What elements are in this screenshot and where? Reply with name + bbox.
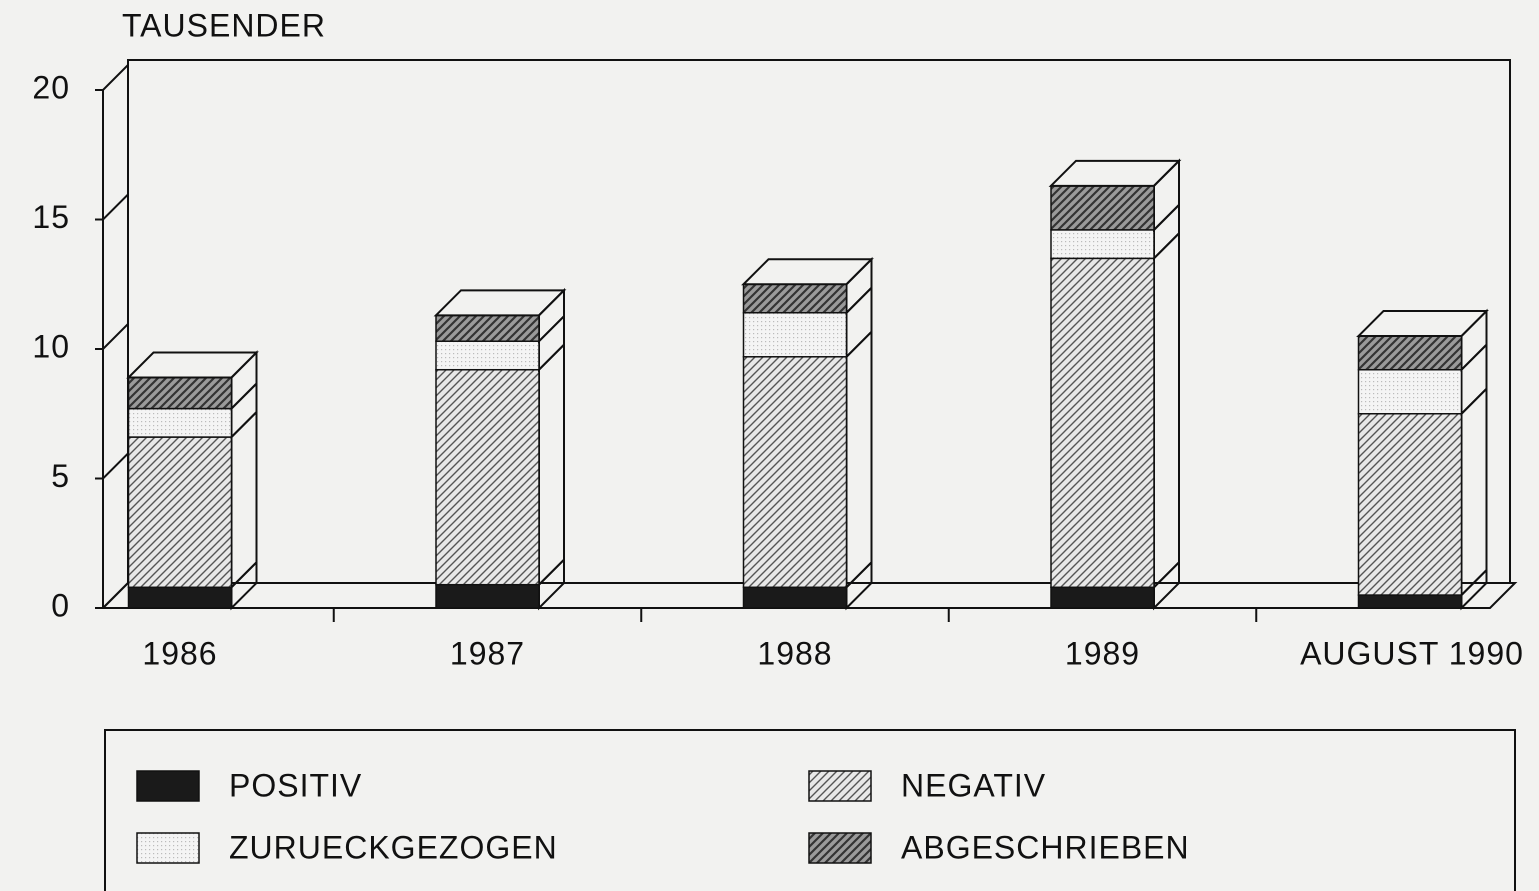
- bar-segment: [1050, 185, 1155, 231]
- y-tick-label: 10: [32, 328, 70, 364]
- y-tick: [95, 582, 129, 609]
- bar-side: [1153, 230, 1180, 590]
- bar-side: [845, 329, 873, 590]
- legend-label: POSITIV: [229, 767, 362, 803]
- x-tick-label: 1987: [450, 635, 525, 671]
- x-tick-label: 1986: [142, 635, 217, 671]
- y-axis-title: TAUSENDER: [122, 7, 326, 43]
- y-tick: [95, 64, 129, 91]
- bar-side: [230, 409, 258, 590]
- bar-side: [845, 285, 873, 360]
- bar-top: [1356, 310, 1489, 338]
- y-tick: [95, 323, 129, 350]
- bar-side: [1153, 559, 1180, 611]
- bar-segment: [1357, 335, 1463, 371]
- bar-segment: [1357, 413, 1463, 596]
- bar-side: [538, 287, 565, 344]
- bar-side: [230, 350, 258, 411]
- bar-side: [538, 342, 565, 588]
- legend-box: [104, 729, 1516, 891]
- bar-side: [538, 313, 565, 373]
- bar-segment: [127, 407, 233, 438]
- bar-segment: [127, 376, 233, 410]
- bar-side: [230, 381, 258, 440]
- back-wall: [127, 59, 1511, 583]
- legend-label: NEGATIV: [901, 767, 1046, 803]
- bar-segment: [1357, 594, 1463, 609]
- bar-segment: [742, 356, 848, 589]
- bar-side: [1153, 158, 1180, 233]
- bar-side: [845, 559, 873, 611]
- bar-segment: [742, 586, 848, 609]
- bar-side: [1460, 308, 1488, 373]
- x-tick-label: 1988: [757, 635, 832, 671]
- bar-side: [1460, 567, 1488, 611]
- bar-top: [433, 289, 567, 317]
- bar-top: [1048, 159, 1182, 187]
- bar-side: [1153, 202, 1180, 261]
- legend-swatch: [808, 832, 872, 864]
- y-tick: [95, 452, 129, 480]
- bar-side: [1460, 386, 1488, 598]
- legend-swatch: [808, 770, 872, 802]
- bar-segment: [435, 340, 540, 371]
- bar-side: [845, 256, 873, 316]
- legend-label: ABGESCHRIEBEN: [901, 829, 1190, 865]
- bar-segment: [127, 586, 233, 609]
- bar-segment: [742, 311, 848, 358]
- y-tick-label: 20: [32, 69, 70, 105]
- y-tick-label: 15: [32, 199, 70, 235]
- bar-top: [126, 351, 259, 379]
- bar-segment: [435, 583, 540, 609]
- legend-label: ZURUECKGEZOGEN: [229, 829, 558, 865]
- bar-segment: [1357, 368, 1463, 415]
- legend-swatch: [136, 770, 200, 802]
- x-tick-label: 1989: [1065, 635, 1140, 671]
- bar-side: [230, 559, 258, 611]
- bar-segment: [435, 314, 540, 342]
- bar-segment: [742, 283, 848, 314]
- legend-swatch: [136, 832, 200, 864]
- bar-segment: [127, 436, 233, 589]
- bar-segment: [1050, 229, 1155, 260]
- bar-segment: [435, 368, 540, 586]
- y-tick-label: 5: [51, 458, 70, 494]
- bar-top: [741, 258, 874, 286]
- bar-segment: [1050, 257, 1155, 589]
- bar-side: [1460, 342, 1488, 417]
- y-tick: [95, 193, 129, 221]
- y-tick-label: 0: [51, 587, 70, 623]
- x-tick-label: AUGUST 1990: [1300, 635, 1524, 671]
- bar-segment: [1050, 586, 1155, 609]
